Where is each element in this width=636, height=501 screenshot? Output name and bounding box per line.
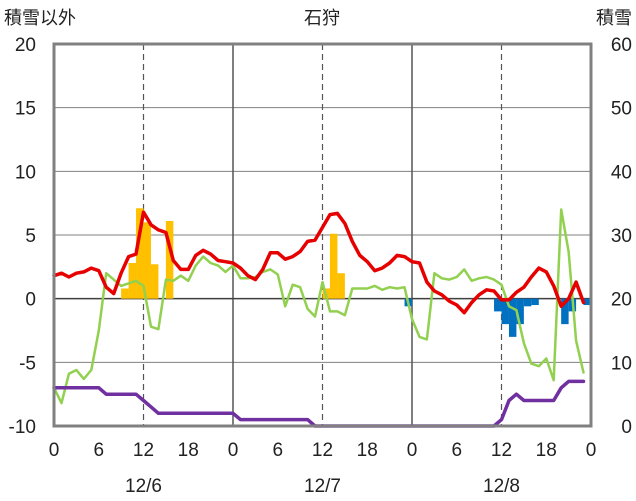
x-tick-label: 6 (451, 440, 462, 461)
plot-frame (52, 42, 593, 428)
x-tick-label: 0 (228, 440, 239, 461)
x-tick-label: 18 (536, 440, 557, 461)
bar-negative (583, 298, 591, 306)
frame-layer (52, 42, 593, 428)
day-label: 12/8 (483, 476, 520, 497)
series-line-secondary (52, 208, 585, 405)
chart-title: 石狩 (304, 8, 340, 28)
bar-positive (337, 273, 345, 299)
bar-positive (150, 264, 159, 299)
x-tick-label: 6 (93, 440, 104, 461)
y-right-tick-label: 30 (611, 226, 632, 247)
x-tick-label: 12 (133, 440, 154, 461)
y-right-tick-label: 0 (621, 417, 632, 438)
y-right-tick-label: 40 (611, 162, 632, 183)
x-tick-label: 18 (178, 440, 199, 461)
bar-positive (143, 222, 151, 299)
left-axis-ticks: 20 15 10 5 0 -5 -10 (9, 35, 36, 438)
lines-layer (52, 208, 586, 428)
series-line-snow-depth (52, 379, 586, 428)
y-left-tick-label: 20 (15, 35, 36, 56)
y-left-tick-label: 10 (15, 162, 36, 183)
y-right-tick-label: 20 (611, 290, 632, 311)
left-axis-label: 積雪以外 (4, 8, 76, 28)
bar-positive (329, 233, 338, 299)
bar-negative (561, 298, 569, 325)
x-tick-label: 0 (586, 440, 597, 461)
y-left-tick-label: 0 (25, 290, 36, 311)
y-right-tick-label: 60 (611, 35, 632, 56)
right-axis-ticks: 60 50 40 30 20 10 0 (611, 35, 632, 438)
y-right-tick-label: 50 (611, 99, 632, 120)
bar-negative (516, 298, 524, 325)
day-label: 12/7 (304, 476, 341, 497)
y-left-tick-label: -5 (19, 353, 36, 374)
series-line-temperature (52, 210, 586, 315)
x-tick-label: 18 (357, 440, 378, 461)
bars-layer (121, 208, 591, 337)
x-axis-ticks: 0 6 12 18 0 6 12 18 0 6 12 18 0 (49, 440, 597, 461)
y-left-tick-label: -10 (9, 417, 36, 438)
bar-negative (501, 298, 509, 325)
y-right-tick-label: 10 (611, 353, 632, 374)
x-tick-label: 12 (491, 440, 512, 461)
bar-negative (508, 298, 517, 337)
bar-positive (136, 208, 144, 299)
right-axis-label: 積雪 (596, 8, 632, 28)
x-tick-label: 0 (407, 440, 418, 461)
day-labels: 12/6 12/7 12/8 (125, 476, 520, 497)
x-tick-label: 0 (49, 440, 60, 461)
bar-positive (121, 288, 129, 299)
bar-negative (523, 298, 532, 307)
y-left-tick-label: 15 (15, 99, 36, 120)
bar-positive (165, 220, 174, 299)
y-left-tick-label: 5 (25, 226, 36, 247)
bar-negative (494, 298, 502, 312)
day-label: 12/6 (125, 476, 162, 497)
x-tick-label: 12 (312, 440, 333, 461)
x-tick-label: 6 (272, 440, 283, 461)
grid-layer (54, 44, 591, 426)
bar-negative (531, 298, 539, 306)
